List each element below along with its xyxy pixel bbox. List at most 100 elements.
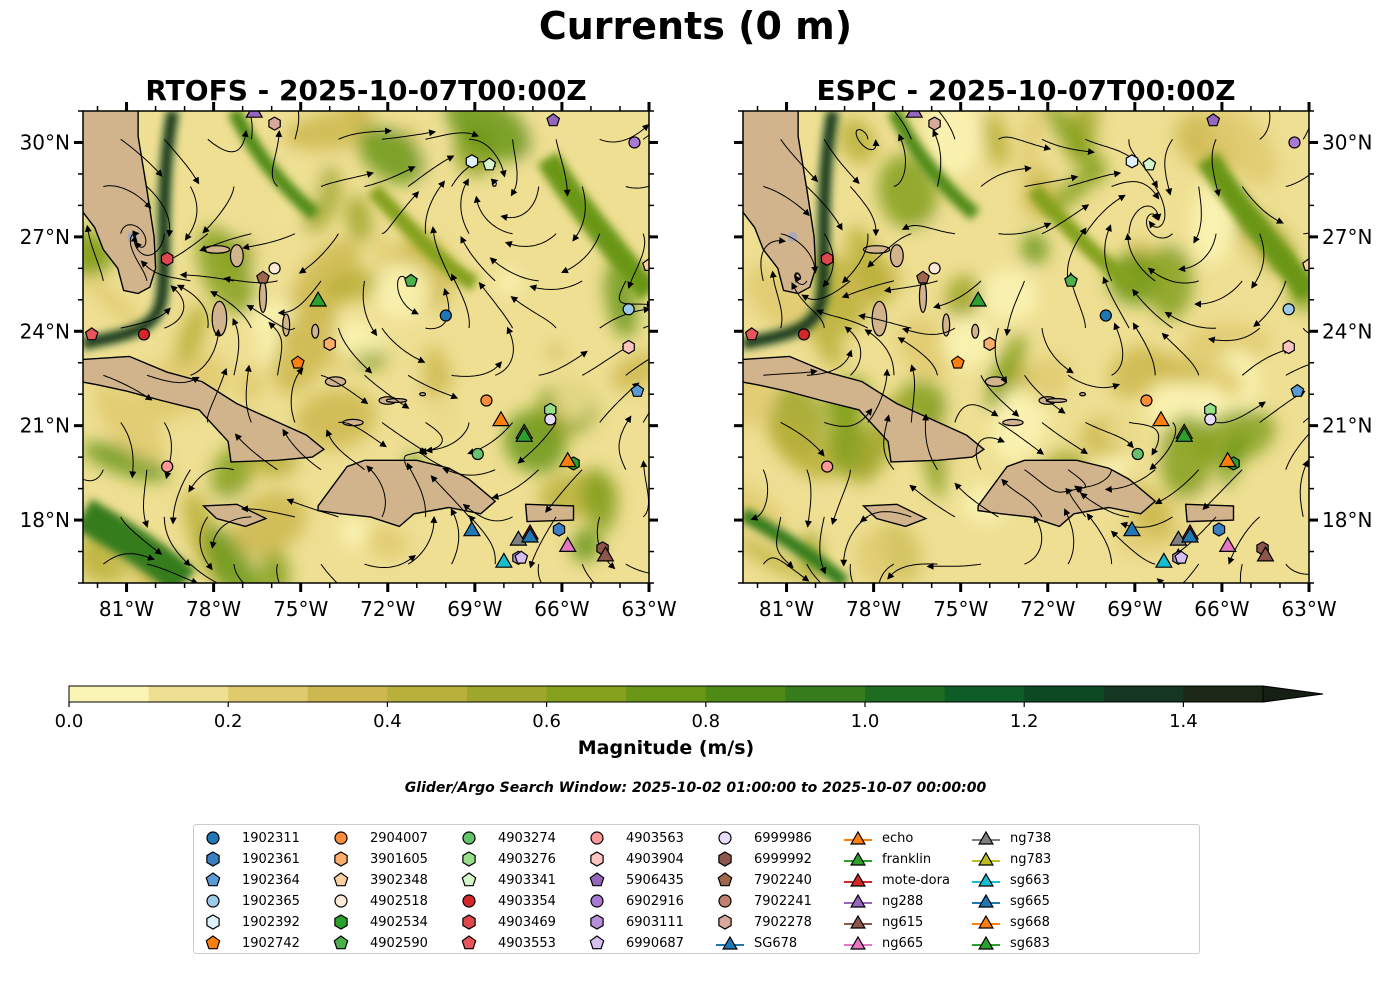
legend-label: 7902278 [754,914,812,930]
platform-1902364 [630,383,645,397]
legend-marker-icon [972,914,1000,929]
bahamas-island [918,280,928,313]
lat-tick-label: 21°N [20,414,70,438]
bahamas-island [1079,392,1087,397]
legend-marker-icon [844,914,872,929]
search-window-note: Glider/Argo Search Window: 2025-10-02 01… [404,780,987,796]
platform-4903553 [84,327,99,341]
legend-item-ng783: ng783 [972,850,1051,868]
panel-title-espc: ESPC - 2025-10-07T00:00Z [816,74,1236,107]
legend-label: 6903111 [626,914,684,930]
legend: 1902311 1902361 1902364 1902365 1902392 19027… [193,824,1200,954]
platform-1902392 [1125,154,1139,169]
platform-1902361 [552,522,566,537]
bahamas-island [282,313,291,337]
bahamas-island [419,392,427,397]
legend-label: 1902311 [242,830,300,846]
streamlines [83,111,649,583]
platform-6902916 [1288,136,1301,149]
map-frame [742,110,1310,584]
bahamas-island [1002,418,1024,427]
legend-item-2904007: 2904007 [332,829,428,847]
legend-label: ng615 [882,914,924,930]
legend-marker-icon [972,872,1000,887]
platform-4903354 [137,328,151,341]
legend-marker-icon [589,872,605,887]
lat-tick-label: 30°N [1322,130,1372,154]
legend-label: ng665 [882,935,924,951]
legend-label: echo [882,830,914,846]
platform-sg663 [1154,552,1173,568]
land-masses [743,111,1235,528]
colorbar-segment [785,686,866,702]
legend-label: 1902364 [242,872,300,888]
legend-label: 4903354 [498,893,556,909]
legend-label: 4903469 [498,914,556,930]
bahamas-island [258,280,268,313]
legend-item-6999986: 6999986 [716,829,812,847]
platform-sg665 [520,527,540,543]
platform-6902916 [628,136,641,149]
legend-marker-icon [972,851,1000,866]
lat-tick-label: 30°N [20,130,70,154]
platform-markers [744,111,1309,568]
bahamas-island [229,244,244,268]
bahamas-island [211,300,228,337]
colorbar-tick-label: 1.4 [1169,711,1198,732]
legend-marker-icon [590,831,604,845]
bahamas-island [942,313,951,337]
legend-label: 4903904 [626,851,684,867]
legend-item-4903274: 4903274 [460,829,556,847]
legend-item-1902364: 1902364 [204,871,300,889]
colorbar-tick-label: 0.8 [691,711,720,732]
platform-1902392 [465,154,479,169]
platform-SG678 [462,520,481,537]
platform-1902364 [1290,383,1305,397]
legend-item-1902365: 1902365 [204,892,300,910]
colorbar-segment [467,686,548,702]
colorbar-extend-arrow [1262,685,1324,703]
platform-5906435 [1206,113,1221,127]
colorbar-segment [626,686,707,702]
colorbar-tick-label: 1.0 [851,711,880,732]
legend-label: 4902534 [370,914,428,930]
legend-marker-icon [334,851,348,867]
legend-item-sg663: sg663 [972,871,1050,889]
platform-4902590 [1064,273,1078,287]
legend-item-7902240: 7902240 [716,871,812,889]
platform-4903563 [821,460,834,473]
colorbar-segment [387,686,468,702]
jamaica-land [201,503,268,528]
legend-label: 3901605 [370,851,428,867]
colorbar-segment [546,686,627,702]
platform-6999986 [1204,413,1217,426]
legend-item-ng288: ng288 [844,892,923,910]
legend-item-franklin: franklin [844,850,931,868]
lon-tick-label: 78°W [186,597,241,621]
legend-item-3901605: 3901605 [332,850,428,868]
map-panels: 81°W 78°W 75°W 72°W 69°W 66°W 63°W 18°N 21°N 24°N… [20,102,1372,621]
lat-tick-label: 24°N [20,319,70,343]
legend-label: 6990687 [626,935,684,951]
legend-marker-icon [717,872,733,887]
legend-marker-icon [462,851,476,867]
legend-marker-icon [333,935,349,950]
legend-marker-icon [844,872,872,887]
legend-item-SG678: SG678 [716,934,797,952]
legend-marker-icon [718,914,732,930]
legend-marker-icon [205,935,221,950]
legend-item-4903341: 4903341 [460,871,556,889]
legend-label: ng783 [1010,851,1052,867]
panel-title-rtofs: RTOFS - 2025-10-07T00:00Z [145,74,587,107]
puerto-rico-land [524,503,575,523]
legend-marker-icon [590,914,604,930]
legend-item-6902916: 6902916 [588,892,684,910]
legend-marker-icon [844,830,872,845]
legend-label: 4902590 [370,935,428,951]
platform-4903274 [1131,447,1144,461]
legend-label: 4903553 [498,935,556,951]
colorbar-tick-label: 1.2 [1010,711,1039,732]
platform-1902311 [1099,309,1112,322]
legend-item-3902348: 3902348 [332,871,428,889]
legend-label: 6902916 [626,893,684,909]
